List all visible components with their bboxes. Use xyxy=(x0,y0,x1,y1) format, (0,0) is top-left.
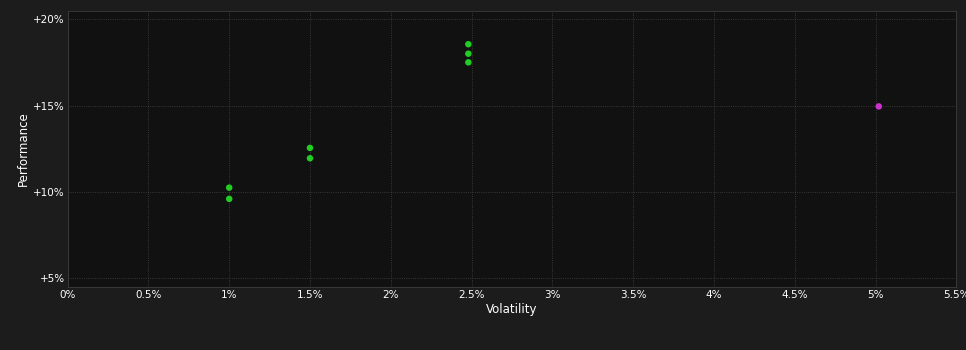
Point xyxy=(461,51,476,56)
Y-axis label: Performance: Performance xyxy=(17,111,30,186)
Point xyxy=(302,145,318,151)
Point xyxy=(221,196,237,202)
X-axis label: Volatility: Volatility xyxy=(486,302,538,316)
Point xyxy=(221,185,237,190)
Point xyxy=(461,41,476,47)
Point xyxy=(871,104,887,109)
Point xyxy=(302,155,318,161)
Point xyxy=(461,60,476,65)
